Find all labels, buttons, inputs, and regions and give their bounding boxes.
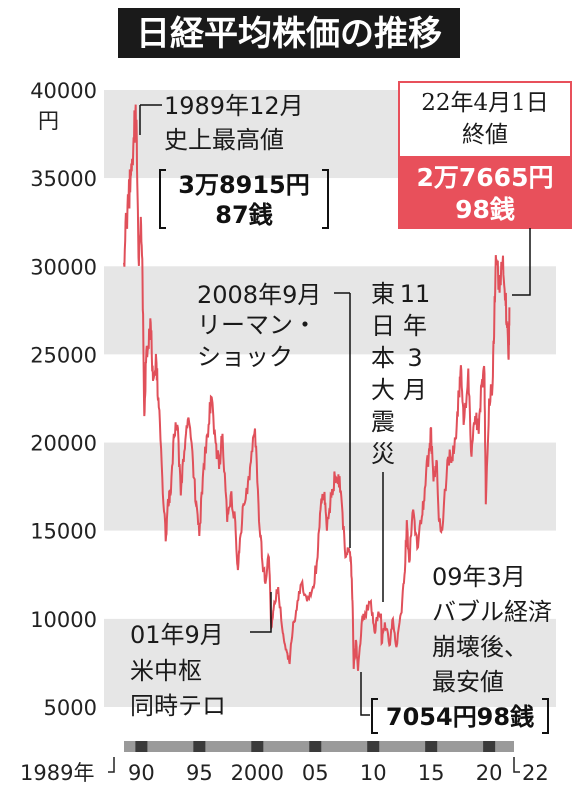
terror-leader (250, 592, 272, 633)
bubble-low-label-1: 09年3月 (432, 563, 526, 591)
bubble-low-label-3: 崩壊後、 (432, 633, 528, 661)
close-value-box (399, 156, 571, 228)
close-label-1: 22年4月1日 (421, 90, 549, 116)
quake-char: 震 (371, 408, 395, 436)
x-axis-year-mark (135, 741, 148, 752)
quake-char: 日 (371, 312, 395, 340)
bubble-low-bracket-left (371, 698, 378, 734)
grid-band (104, 530, 556, 619)
x-tick-label: 05 (302, 761, 329, 785)
terror-label-1: 01年9月 (130, 621, 224, 649)
y-tick-label: 40000 (30, 79, 97, 103)
x-axis-end-label: 22 (522, 761, 549, 785)
quake-char: 年 (403, 312, 427, 340)
bubble-low-label-4: 最安値 (432, 668, 504, 696)
bubble-low-bracket-right (542, 698, 549, 734)
y-tick-label: 30000 (30, 255, 97, 279)
series-line (123, 104, 511, 671)
peak-label-2: 史上最高値 (164, 126, 284, 154)
terror-label-3: 同時テロ (130, 692, 226, 720)
y-axis-unit: 円 (38, 109, 59, 133)
x-axis-year-mark (367, 741, 380, 752)
x-tick-label: 2000 (231, 761, 284, 785)
y-tick-label: 35000 (30, 167, 97, 191)
annotations: 1989年12月 史上最高値 3万8915円 87銭 22年4月1日 終値 2万… (130, 81, 572, 734)
x-tick-label: 90 (128, 761, 155, 785)
x-axis-year-mark (193, 741, 206, 752)
quake-char: 月 (403, 376, 427, 404)
x-axis-start-label: 1989年 (20, 761, 94, 785)
x-axis-year-mark (483, 741, 496, 752)
x-tick-label: 15 (418, 761, 445, 785)
quake-char: 東 (371, 280, 395, 308)
peak-value-2: 87銭 (215, 201, 272, 229)
bubble-low-value: 7054円98銭 (386, 703, 534, 731)
y-tick-label: 25000 (30, 343, 97, 367)
peak-bracket-right (322, 169, 329, 229)
x-tick-label: 10 (360, 761, 387, 785)
y-tick-label: 10000 (30, 608, 97, 632)
peak-label-1: 1989年12月 (164, 92, 304, 120)
y-axis: 40000 35000 30000 25000 20000 15000 10000 5000 (30, 79, 97, 720)
grid-band (104, 618, 556, 707)
title-bg (118, 8, 460, 58)
peak-bracket-left (159, 169, 166, 229)
x-tick-label: 95 (186, 761, 213, 785)
quake-char: 3 (407, 344, 422, 372)
x-axis-year-mark (425, 741, 438, 752)
chart-title: 日経平均株価の推移 (136, 14, 442, 54)
x-start-bracket (108, 757, 115, 773)
lehman-label-3: ショック (197, 343, 293, 371)
lehman-label-1: 2008年9月 (197, 281, 321, 309)
quake-char: 11 (400, 280, 431, 308)
terror-label-2: 米中枢 (130, 657, 202, 685)
y-tick-label: 20000 (30, 432, 97, 456)
quake-char: 本 (371, 344, 395, 372)
y-tick-label: 15000 (30, 520, 97, 544)
bubble-low-label-2: バブル経済 (432, 598, 552, 626)
bubble-low-leader (360, 672, 370, 716)
close-value-1: 2万7665円 (417, 163, 554, 192)
x-axis-year-mark (309, 741, 322, 752)
close-leader (512, 228, 531, 296)
x-axis: 90 95 2000 05 10 15 20 1989年 22 (20, 741, 549, 785)
quake-char: 大 (371, 376, 395, 404)
grid-band (104, 266, 556, 355)
x-tick-label: 20 (476, 761, 503, 785)
peak-value-1: 3万8915円 (178, 171, 310, 199)
lehman-label-2: リーマン・ (197, 311, 317, 339)
y-tick-label: 5000 (44, 696, 97, 720)
close-value-2: 98銭 (455, 195, 515, 224)
x-axis-year-mark (251, 741, 264, 752)
x-end-bracket (513, 757, 520, 773)
close-label-2: 終値 (462, 122, 508, 148)
quake-char: 災 (371, 440, 395, 468)
